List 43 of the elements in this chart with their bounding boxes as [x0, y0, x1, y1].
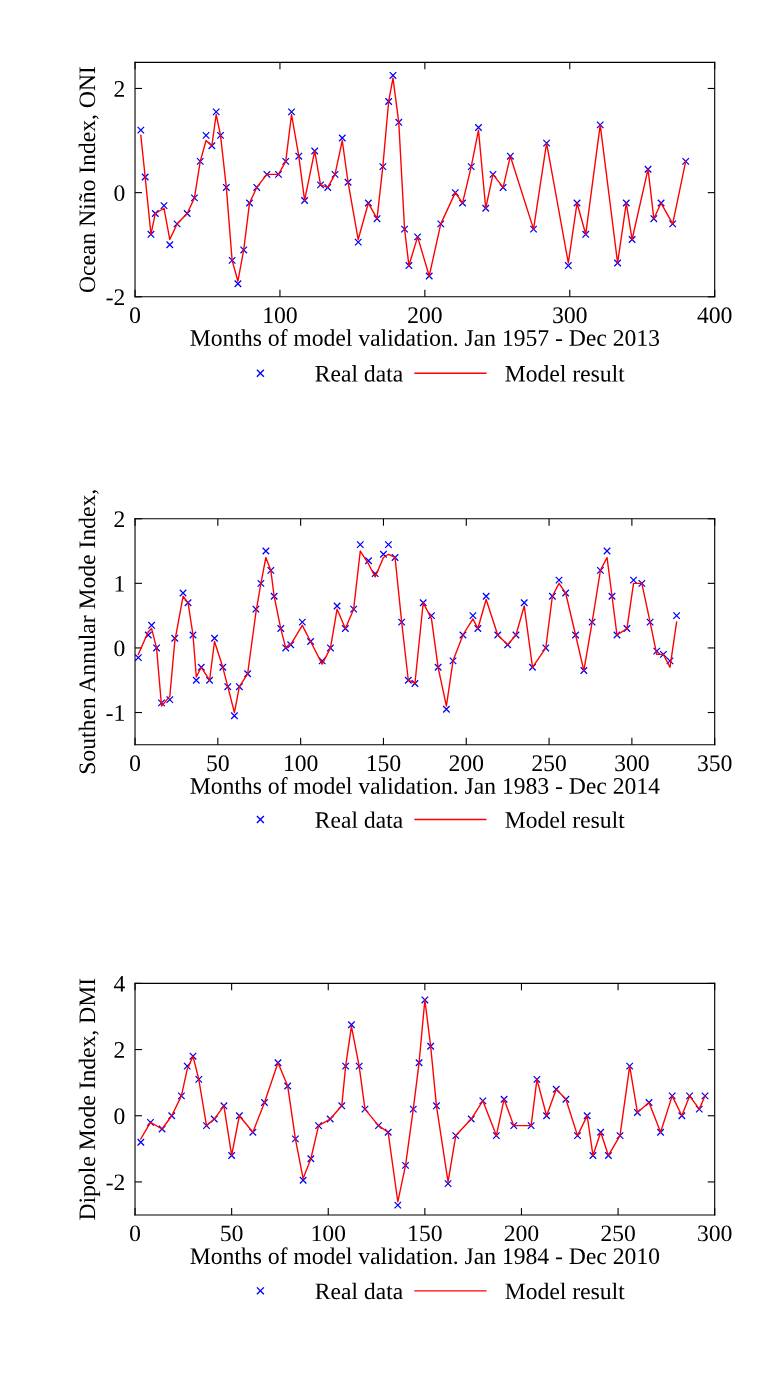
legend-label: Real data: [315, 365, 403, 382]
x-tick-label: 200: [504, 1225, 539, 1242]
x-tick-label: 400: [697, 307, 732, 324]
y-tick-label: 2: [114, 1042, 124, 1058]
y-axis-title: Southen Annular Mode Index,: [78, 490, 99, 774]
legend-label: Real data: [315, 1282, 403, 1300]
y-tick-label: -2: [106, 289, 124, 306]
x-tick-label: 150: [409, 1225, 442, 1242]
x-tick-label: 200: [449, 755, 484, 772]
y-axis-title: Ocean Niño Index, ONI: [78, 67, 99, 293]
x-tick-label: 200: [408, 307, 442, 324]
x-tick-label: 100: [264, 307, 297, 324]
x-tick-label: 350: [698, 755, 732, 772]
x-axis-title: Months of model validation. Jan 1983 - Dec 2014: [190, 777, 660, 795]
x-axis-title: Months of model validation. Jan 1984 - Dec 2010: [190, 1247, 660, 1265]
x-tick-label: 250: [601, 1225, 635, 1242]
y-tick-label: 0: [114, 640, 125, 657]
x-tick-label: 50: [221, 1225, 243, 1242]
y-axis-title: Dipole Mode Index, DMI: [78, 978, 101, 1220]
x-axis-title: Months of model validation. Jan 1957 - Dec 2013: [190, 329, 660, 347]
y-tick-label: -1: [106, 705, 124, 721]
y-tick-label: 2: [114, 81, 124, 97]
x-tick-label: 300: [553, 307, 587, 324]
x-tick-label: 100: [285, 755, 318, 772]
y-tick-label: -2: [106, 1174, 124, 1191]
y-tick-label: 1: [115, 575, 124, 592]
x-tick-label: 300: [615, 755, 649, 772]
x-tick-label: 250: [532, 755, 566, 772]
x-tick-label: 150: [367, 755, 401, 772]
y-tick-label: 0: [114, 185, 125, 202]
x-tick-label: 0: [130, 307, 141, 324]
legend-label: Real data: [315, 811, 403, 829]
legend-label: Model result: [505, 1282, 625, 1300]
y-tick-label: 4: [113, 976, 125, 992]
x-tick-label: 0: [130, 755, 141, 772]
x-tick-label: 50: [207, 755, 229, 772]
x-tick-label: 100: [312, 1225, 346, 1242]
x-tick-label: 0: [130, 1225, 141, 1242]
legend-label: Model result: [505, 365, 625, 382]
y-tick-label: 2: [114, 511, 124, 527]
y-tick-label: 0: [114, 1108, 125, 1125]
x-tick-label: 300: [698, 1225, 732, 1242]
legend-label: Model result: [505, 811, 625, 829]
